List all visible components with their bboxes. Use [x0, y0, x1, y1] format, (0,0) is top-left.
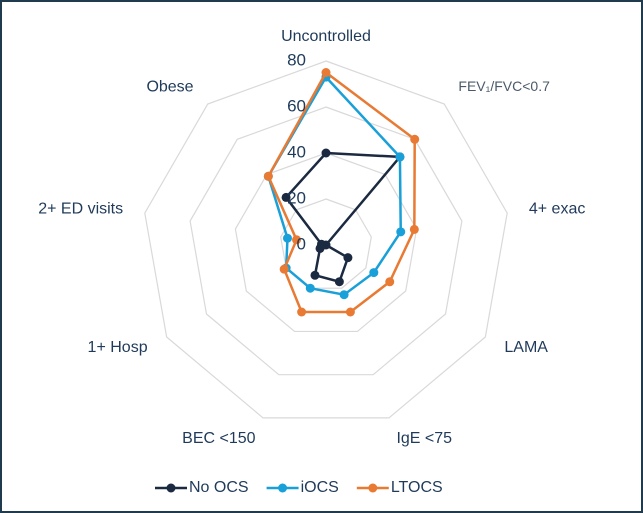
data-point	[345, 307, 355, 317]
data-point	[281, 192, 291, 202]
tick-label: 20	[287, 188, 306, 207]
data-point	[369, 268, 379, 278]
data-point	[410, 134, 420, 144]
data-point	[279, 264, 289, 274]
legend-marker	[278, 483, 288, 493]
grid-ring	[144, 60, 508, 419]
data-point	[385, 277, 395, 287]
series-line	[266, 75, 403, 297]
legend-label: No OCS	[189, 479, 249, 496]
data-point	[282, 233, 292, 243]
data-point	[321, 148, 331, 158]
axis-label: Obese	[146, 78, 193, 95]
series-line	[266, 70, 416, 314]
tick-label: 0	[297, 234, 306, 253]
data-point	[297, 307, 307, 317]
data-point	[263, 171, 273, 181]
axis-label: BEC <150	[182, 430, 255, 447]
legend-marker	[368, 483, 378, 493]
axis-label: 2+ ED visits	[38, 200, 123, 217]
axis-label: 1+ Hosp	[88, 339, 148, 356]
data-point	[343, 253, 353, 263]
axis-label: LAMA	[504, 339, 548, 356]
axis-label: IgE <75	[396, 430, 452, 447]
data-point	[395, 152, 405, 162]
data-point	[396, 227, 406, 237]
axis-label: FEV₁/FVC<0.7	[458, 78, 550, 94]
data-point	[334, 277, 344, 287]
tick-label: 60	[287, 96, 306, 115]
data-point	[409, 224, 419, 234]
data-point	[339, 290, 349, 300]
legend-label: iOCS	[301, 479, 339, 496]
data-point	[321, 68, 331, 77]
tick-label: 40	[287, 142, 306, 161]
axis-label: 4+ exac	[529, 200, 585, 217]
legend-label: LTOCS	[391, 479, 443, 496]
data-point	[305, 283, 315, 293]
legend-marker	[166, 483, 176, 493]
data-point	[292, 235, 302, 245]
grid-ring	[189, 106, 463, 376]
tick-label: 80	[287, 50, 306, 69]
series-line	[284, 151, 403, 284]
axis-label: Uncontrolled	[281, 28, 371, 45]
data-point	[310, 270, 320, 280]
data-point	[316, 239, 326, 249]
